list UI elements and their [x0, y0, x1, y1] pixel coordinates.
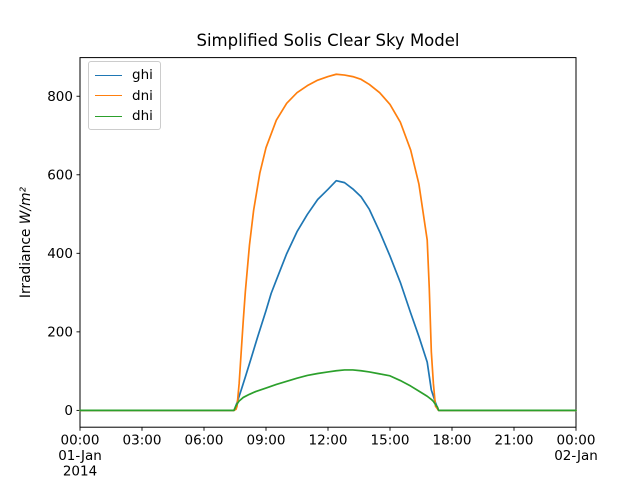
legend-entry-ghi: ghi — [95, 68, 154, 82]
y-axis-tick-label: 0 — [64, 403, 73, 419]
legend-label-ghi: ghi — [132, 67, 153, 83]
x-axis-tick-label: 03:00 — [123, 433, 162, 449]
y-axis-label: Irradiance W/m² — [18, 186, 34, 298]
ghi-line-swatch — [95, 74, 122, 76]
x-axis-date-label: 2014 — [63, 464, 97, 480]
x-axis-tick-label: 06:00 — [185, 433, 224, 449]
x-axis-date-label: 01-Jan — [58, 448, 102, 464]
series-line-dhi — [79, 369, 577, 412]
dni-line-swatch — [95, 95, 122, 96]
y-axis-tick-label: 200 — [47, 325, 73, 341]
y-axis-tick-label: 400 — [47, 246, 73, 262]
x-axis-date-label: 02-Jan — [554, 448, 598, 464]
x-axis-tick-label: 18:00 — [433, 433, 472, 449]
x-axis-tick-label: 12:00 — [309, 433, 348, 449]
legend-label-dni: dni — [132, 87, 153, 104]
legend-box: ghi dni dhi — [88, 61, 161, 130]
x-axis-tick-label: 00:00 — [557, 433, 596, 449]
legend-entry-dni: dni — [95, 89, 154, 103]
y-axis-tick-label: 600 — [47, 167, 73, 183]
legend-entry-dhi: dhi — [95, 109, 154, 123]
legend-label-dhi: dhi — [132, 108, 153, 124]
x-axis-tick-label: 00:00 — [61, 433, 100, 449]
dhi-line-swatch — [95, 115, 122, 117]
x-axis-tick-label: 15:00 — [371, 433, 410, 449]
series-line-ghi — [79, 179, 577, 412]
series-line-dni — [79, 73, 577, 412]
y-axis-tick-label: 800 — [47, 89, 73, 105]
x-axis-tick-label: 09:00 — [247, 433, 286, 449]
x-axis-tick-label: 21:00 — [495, 433, 534, 449]
chart-title: Simplified Solis Clear Sky Model — [196, 31, 460, 50]
